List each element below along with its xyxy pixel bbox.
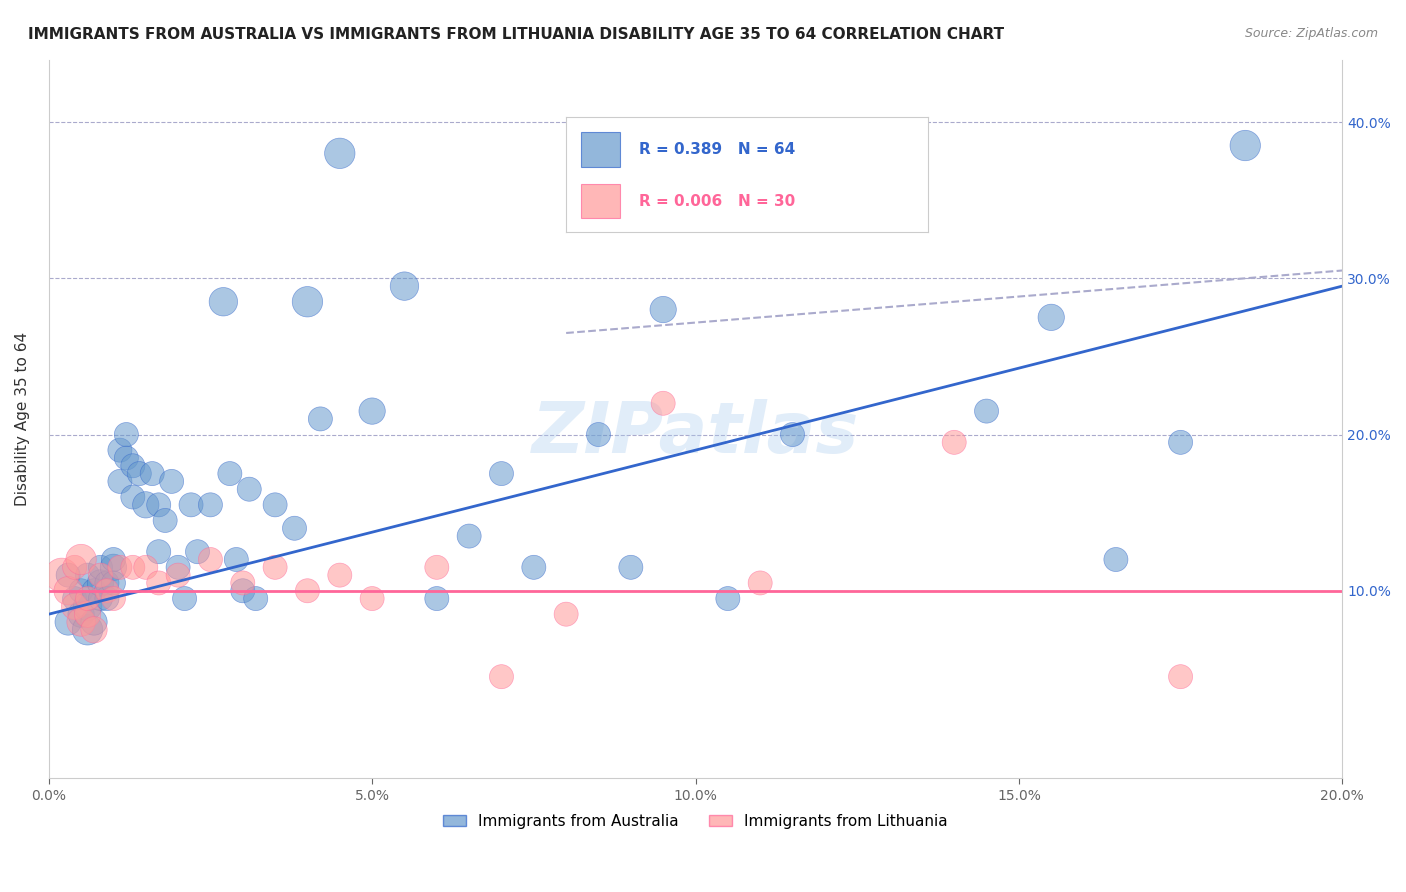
- Point: [135, 560, 157, 574]
- Point: [329, 568, 352, 582]
- Point: [115, 427, 138, 442]
- Point: [167, 568, 190, 582]
- Point: [361, 404, 384, 418]
- Point: [620, 560, 643, 574]
- Point: [943, 435, 966, 450]
- Point: [180, 498, 202, 512]
- Point: [63, 591, 86, 606]
- Text: Source: ZipAtlas.com: Source: ZipAtlas.com: [1244, 27, 1378, 40]
- Point: [1170, 435, 1192, 450]
- Point: [56, 568, 79, 582]
- Point: [83, 623, 105, 637]
- Point: [121, 458, 143, 473]
- Point: [491, 467, 513, 481]
- Point: [115, 450, 138, 465]
- Point: [70, 552, 93, 566]
- Point: [89, 560, 111, 574]
- Point: [491, 670, 513, 684]
- Point: [238, 482, 260, 496]
- Point: [173, 591, 195, 606]
- Point: [717, 591, 740, 606]
- Point: [297, 583, 319, 598]
- Point: [523, 560, 546, 574]
- Point: [76, 623, 98, 637]
- Point: [309, 412, 332, 426]
- Point: [245, 591, 267, 606]
- Point: [232, 576, 254, 591]
- Point: [76, 591, 98, 606]
- Point: [588, 427, 610, 442]
- Point: [89, 576, 111, 591]
- Point: [89, 568, 111, 582]
- Legend: Immigrants from Australia, Immigrants from Lithuania: Immigrants from Australia, Immigrants fr…: [437, 808, 955, 835]
- Point: [76, 599, 98, 614]
- Text: IMMIGRANTS FROM AUSTRALIA VS IMMIGRANTS FROM LITHUANIA DISABILITY AGE 35 TO 64 C: IMMIGRANTS FROM AUSTRALIA VS IMMIGRANTS …: [28, 27, 1004, 42]
- Point: [394, 279, 416, 293]
- Point: [200, 552, 222, 566]
- Point: [108, 443, 131, 458]
- Point: [63, 560, 86, 574]
- Point: [70, 607, 93, 622]
- Point: [96, 576, 118, 591]
- Point: [83, 583, 105, 598]
- Point: [200, 498, 222, 512]
- Point: [108, 560, 131, 574]
- Point: [264, 560, 287, 574]
- Point: [76, 568, 98, 582]
- Point: [141, 467, 163, 481]
- Point: [426, 591, 449, 606]
- Point: [186, 544, 208, 558]
- Point: [749, 576, 772, 591]
- Point: [63, 599, 86, 614]
- Point: [153, 513, 176, 527]
- Point: [135, 498, 157, 512]
- Point: [70, 615, 93, 629]
- Point: [555, 607, 578, 622]
- Point: [212, 294, 235, 309]
- Point: [160, 475, 183, 489]
- Point: [361, 591, 384, 606]
- Point: [782, 427, 804, 442]
- Point: [264, 498, 287, 512]
- Point: [225, 552, 247, 566]
- Text: ZIPatlas: ZIPatlas: [531, 399, 859, 467]
- Point: [56, 583, 79, 598]
- Point: [51, 568, 73, 582]
- Point: [121, 560, 143, 574]
- Point: [108, 475, 131, 489]
- Point: [167, 560, 190, 574]
- Point: [89, 591, 111, 606]
- Point: [103, 576, 125, 591]
- Point: [148, 498, 170, 512]
- Point: [329, 146, 352, 161]
- Point: [1105, 552, 1128, 566]
- Point: [103, 560, 125, 574]
- Point: [121, 490, 143, 504]
- Point: [426, 560, 449, 574]
- Point: [232, 583, 254, 598]
- Point: [96, 583, 118, 598]
- Point: [56, 615, 79, 629]
- Y-axis label: Disability Age 35 to 64: Disability Age 35 to 64: [15, 332, 30, 506]
- Point: [128, 467, 150, 481]
- Point: [879, 130, 901, 145]
- Point: [1234, 138, 1257, 153]
- Point: [283, 521, 305, 535]
- Point: [103, 591, 125, 606]
- Point: [218, 467, 240, 481]
- Point: [83, 615, 105, 629]
- Point: [458, 529, 481, 543]
- Point: [76, 607, 98, 622]
- Point: [96, 591, 118, 606]
- Point: [297, 294, 319, 309]
- Point: [976, 404, 998, 418]
- Point: [148, 544, 170, 558]
- Point: [103, 552, 125, 566]
- Point: [1040, 310, 1063, 325]
- Point: [70, 583, 93, 598]
- Point: [652, 302, 675, 317]
- Point: [1170, 670, 1192, 684]
- Point: [148, 576, 170, 591]
- Point: [652, 396, 675, 410]
